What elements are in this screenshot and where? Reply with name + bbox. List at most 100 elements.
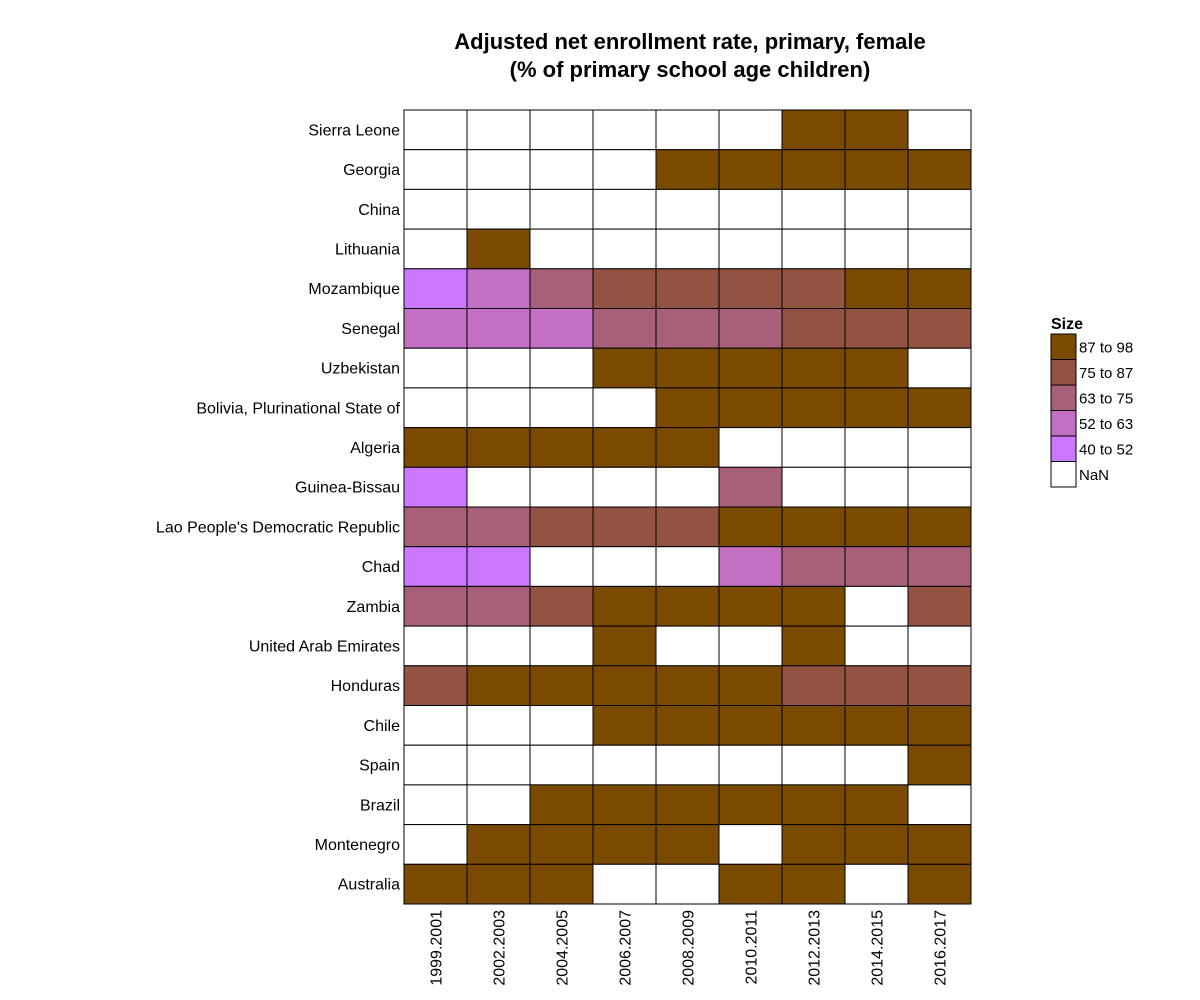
legend-swatch (1050, 359, 1077, 386)
y-tick-label: Uzbekistan (321, 361, 400, 378)
heatmap-cell (781, 546, 846, 587)
heatmap-cell (655, 705, 720, 746)
y-tick-label: Mozambique (308, 281, 400, 298)
heatmap-cell (403, 387, 468, 429)
heatmap-cell (592, 665, 657, 706)
heatmap-cell (781, 149, 846, 190)
heatmap-cell (718, 188, 783, 230)
heatmap-cell (781, 387, 846, 429)
heatmap-cell (844, 863, 909, 905)
heatmap-cell (403, 705, 468, 746)
heatmap-cell (844, 744, 909, 786)
heatmap-cell (781, 347, 846, 389)
heatmap-cell (592, 744, 657, 786)
y-tick-label: Guinea-Bissau (295, 480, 400, 497)
y-tick-label: Senegal (341, 321, 400, 338)
heatmap-cell (592, 705, 657, 746)
heatmap-cell (718, 308, 783, 349)
heatmap-cell (466, 744, 531, 786)
heatmap-cell (529, 188, 594, 230)
heatmap-cell (907, 228, 972, 270)
heatmap-cell (403, 228, 468, 270)
y-tick-label: Brazil (360, 797, 400, 814)
legend-swatch (1050, 435, 1077, 462)
heatmap-cell (781, 427, 846, 468)
heatmap-cell (466, 665, 531, 706)
heatmap-cell (466, 347, 531, 389)
heatmap-cell (403, 665, 468, 706)
heatmap-cell (781, 863, 846, 905)
legend-label: 52 to 63 (1079, 416, 1133, 433)
heatmap-cell (529, 705, 594, 746)
heatmap-cell (907, 744, 972, 786)
heatmap-cell (529, 308, 594, 349)
heatmap-cell (403, 824, 468, 865)
heatmap-cell (655, 308, 720, 349)
legend-label: NaN (1079, 467, 1109, 484)
heatmap-cell (403, 863, 468, 905)
heatmap-cell (466, 188, 531, 230)
heatmap-cell (844, 347, 909, 389)
x-tick-label: 2010.2011 (744, 910, 761, 985)
heatmap-cell (844, 387, 909, 429)
heatmap-cell (907, 466, 972, 508)
heatmap-cell (718, 347, 783, 389)
heatmap-cell (718, 665, 783, 706)
heatmap-cell (592, 308, 657, 349)
legend-swatch (1050, 384, 1077, 411)
heatmap-cell (907, 863, 972, 905)
y-tick-label: Montenegro (315, 837, 400, 854)
heatmap-cell (529, 347, 594, 389)
heatmap-cell (529, 268, 594, 309)
chart-title: Adjusted net enrollment rate, primary, f… (454, 29, 926, 82)
heatmap-cell (907, 347, 972, 389)
heatmap-cell (592, 625, 657, 667)
y-tick-label: Algeria (350, 440, 400, 457)
heatmap-cell (655, 665, 720, 706)
heatmap-cell (592, 824, 657, 865)
heatmap-cell (718, 109, 783, 151)
heatmap-cell (781, 824, 846, 865)
legend-label: 40 to 52 (1079, 441, 1133, 458)
heatmap-cell (466, 149, 531, 190)
heatmap-cell (781, 268, 846, 309)
heatmap-cell (907, 387, 972, 429)
heatmap-cell (403, 347, 468, 389)
heatmap-cell (403, 109, 468, 151)
x-tick-label: 2012.2013 (807, 910, 824, 986)
heatmap-cell (466, 109, 531, 151)
heatmap-cell (907, 506, 972, 548)
legend-title: Size (1051, 316, 1083, 333)
heatmap-cell (718, 427, 783, 468)
heatmap-cell (403, 188, 468, 230)
x-tick-label: 2014.2015 (870, 910, 887, 986)
heatmap-cell (781, 466, 846, 508)
heatmap-cell (592, 188, 657, 230)
heatmap-cell (466, 387, 531, 429)
heatmap-cell (466, 228, 531, 270)
heatmap-cell (466, 308, 531, 349)
heatmap-cell (529, 784, 594, 826)
heatmap-cell (592, 387, 657, 429)
heatmap-cell (529, 665, 594, 706)
heatmap-cell (844, 149, 909, 190)
y-tick-label: Spain (359, 758, 400, 775)
x-tick-label: 2006.2007 (618, 910, 635, 986)
heatmap-cells (403, 109, 972, 905)
y-tick-label: Chad (362, 559, 400, 576)
heatmap-cell (403, 466, 468, 508)
heatmap-cell (592, 149, 657, 190)
heatmap-cell (655, 109, 720, 151)
heatmap-cell (466, 268, 531, 309)
heatmap-cell (403, 149, 468, 190)
heatmap-cell (907, 109, 972, 151)
heatmap-cell (466, 427, 531, 468)
heatmap-cell (466, 585, 531, 627)
heatmap-cell (466, 863, 531, 905)
heatmap-cell (592, 506, 657, 548)
heatmap-cell (907, 705, 972, 746)
heatmap-cell (529, 109, 594, 151)
heatmap-cell (655, 427, 720, 468)
heatmap-cell (844, 705, 909, 746)
